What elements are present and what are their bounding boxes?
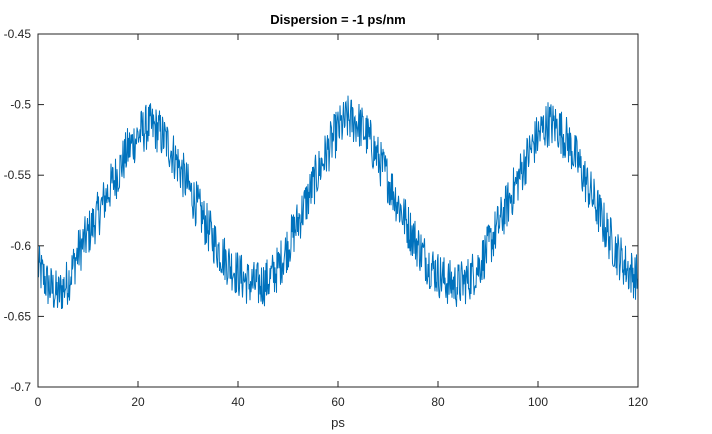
x-tick-label: 80 <box>431 395 445 409</box>
chart-title: Dispersion = -1 ps/nm <box>270 12 405 27</box>
y-tick-label: -0.5 <box>10 98 31 112</box>
y-axis: -0.7 -0.65 -0.6 -0.55 -0.5 -0.45 <box>4 27 638 394</box>
y-tick-label: -0.45 <box>4 27 32 41</box>
series-line <box>37 95 639 309</box>
y-tick-label: -0.7 <box>10 380 31 394</box>
plot-area <box>38 34 638 387</box>
y-tick-label: -0.55 <box>4 168 32 182</box>
x-axis: 0 20 40 60 80 100 120 <box>35 34 648 409</box>
y-tick-label: -0.65 <box>4 309 32 323</box>
x-tick-label: 60 <box>331 395 345 409</box>
x-tick-label: 120 <box>628 395 648 409</box>
x-tick-label: 40 <box>231 395 245 409</box>
x-axis-label: ps <box>331 415 345 430</box>
x-tick-label: 100 <box>528 395 548 409</box>
x-tick-label: 0 <box>35 395 42 409</box>
series-layer <box>37 95 639 309</box>
y-tick-label: -0.6 <box>10 239 31 253</box>
x-tick-label: 20 <box>131 395 145 409</box>
